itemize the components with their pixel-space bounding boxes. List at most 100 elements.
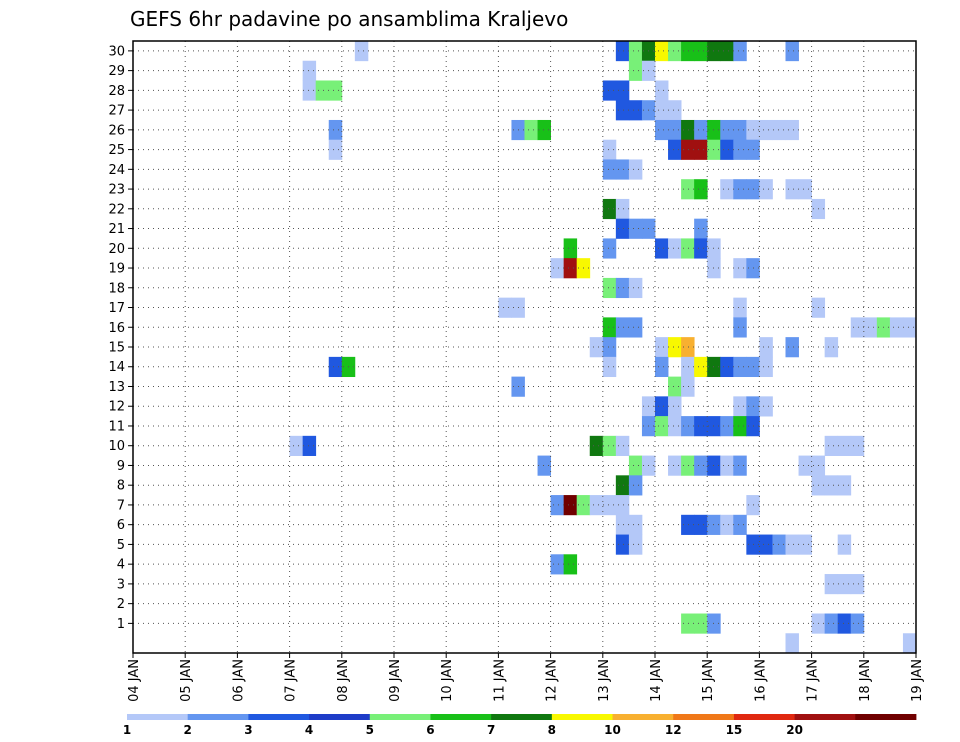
precip-cell: [628, 60, 643, 81]
precip-cell: [785, 337, 799, 358]
y-tick-label: 14: [108, 360, 125, 375]
x-tick-label: 06 JAN: [231, 659, 246, 702]
precip-cell: [759, 337, 773, 358]
precip-cell: [668, 376, 682, 397]
precip-cell: [733, 179, 747, 200]
precip-cell: [733, 514, 747, 535]
y-tick-label: 9: [117, 459, 125, 474]
precip-cell: [615, 534, 630, 555]
precip-cell: [759, 534, 773, 555]
precip-cell: [628, 277, 643, 299]
y-tick-label: 17: [108, 301, 125, 316]
precip-cell: [681, 179, 695, 200]
precip-cell: [602, 159, 617, 180]
precip-cell: [628, 100, 643, 121]
precip-cell: [655, 238, 669, 259]
precip-cell: [733, 139, 747, 160]
legend-swatch: [309, 714, 371, 720]
precip-cell: [798, 455, 812, 476]
y-tick-label: 1: [117, 617, 125, 632]
precip-cell: [694, 455, 708, 476]
legend-label: 20: [786, 723, 803, 737]
y-tick-label: 28: [108, 84, 125, 99]
precip-cell: [668, 238, 682, 259]
precip-cell: [628, 534, 643, 555]
precip-cell: [563, 238, 578, 259]
precip-cell: [655, 119, 669, 141]
precip-cell: [733, 356, 747, 378]
precip-cell: [694, 356, 708, 378]
precip-cell: [733, 416, 747, 437]
precip-cell: [785, 534, 799, 555]
dotted-grid: [133, 41, 916, 653]
precip-cell: [602, 356, 617, 378]
precip-cell: [837, 574, 852, 595]
precip-cell: [628, 475, 643, 496]
legend-label: 15: [726, 723, 743, 737]
color-scale-legend: 1 2 3 4 5 6 7 8 10 12 15 20: [123, 714, 917, 737]
y-tick-label: 3: [117, 577, 125, 592]
precip-cell: [668, 455, 682, 476]
precip-cell: [694, 139, 708, 160]
legend-label: 6: [426, 723, 434, 737]
precip-cell: [681, 376, 695, 397]
precip-cell: [785, 119, 799, 141]
legend-swatch: [612, 714, 674, 720]
precip-cell: [615, 475, 630, 496]
precip-cell: [720, 41, 734, 62]
precip-cell: [602, 80, 617, 101]
precip-cell: [602, 337, 617, 358]
precip-cell: [615, 41, 630, 62]
legend-label: 10: [604, 723, 621, 737]
precip-cell: [681, 613, 695, 634]
precip-cell: [824, 574, 839, 595]
legend-swatch: [127, 714, 189, 720]
y-tick-label: 16: [108, 321, 125, 336]
precip-cell: [681, 41, 695, 62]
precip-cell: [668, 337, 682, 358]
y-axis-member-ticks: 1234567891011121314151617181920212223242…: [108, 44, 133, 632]
precip-cell: [850, 574, 865, 595]
precip-cell: [681, 356, 695, 378]
legend-label: 4: [305, 723, 313, 737]
legend-swatch: [430, 714, 492, 720]
precip-cell: [681, 139, 695, 160]
y-tick-label: 15: [108, 341, 125, 356]
precip-cell: [563, 495, 578, 516]
precip-cell: [354, 41, 369, 62]
x-tick-label: 19 JAN: [910, 659, 925, 702]
y-tick-label: 26: [108, 123, 125, 138]
precip-cell: [863, 317, 878, 338]
x-tick-label: 09 JAN: [388, 659, 403, 702]
precip-cell: [615, 198, 630, 220]
precip-cell: [655, 41, 669, 62]
x-tick-label: 04 JAN: [127, 659, 142, 702]
precip-cell: [628, 159, 643, 180]
precip-cell: [798, 534, 812, 555]
precip-cell: [824, 337, 839, 358]
precip-cell: [694, 416, 708, 437]
legend-label: 1: [123, 723, 131, 737]
precip-cell: [655, 396, 669, 417]
precip-cell: [615, 277, 630, 299]
y-tick-label: 20: [108, 242, 125, 257]
precip-cell: [328, 139, 343, 160]
precip-cell: [615, 100, 630, 121]
x-tick-label: 16 JAN: [753, 659, 768, 702]
precip-cell: [537, 455, 551, 476]
precip-cell: [550, 554, 565, 575]
legend-swatch: [733, 714, 796, 720]
precip-cell: [759, 396, 773, 417]
x-axis-date-ticks: 04 JAN 05 JAN 06 JAN 07 JAN 08 JAN 09 JAN 10 J…: [127, 653, 925, 702]
precip-cell: [681, 514, 695, 535]
precip-cell: [668, 139, 682, 160]
precip-cell: [328, 80, 343, 101]
x-tick-label: 11 JAN: [492, 659, 507, 702]
precip-cell: [602, 238, 617, 259]
x-tick-label: 18 JAN: [858, 659, 873, 702]
precip-cell: [733, 258, 747, 279]
x-tick-label: 10 JAN: [440, 659, 455, 702]
precip-cell: [563, 554, 578, 575]
y-tick-label: 24: [108, 163, 125, 178]
x-tick-label: 05 JAN: [179, 659, 194, 702]
